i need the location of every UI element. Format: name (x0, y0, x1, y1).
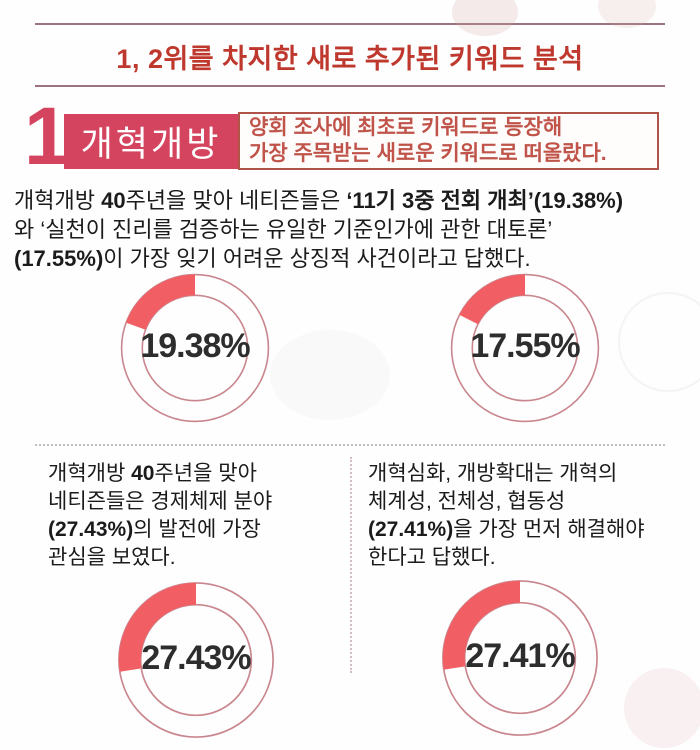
text-run: (17.55%) (14, 246, 104, 271)
donut-ring-svg (450, 273, 600, 423)
paragraph-line: (17.55%)이 가장 잊기 어려운 상징적 사건이라고 답했다. (14, 244, 694, 273)
rank-1-description-line: 양회 조사에 최초로 키워드로 등장해 (249, 116, 563, 139)
rank-1-description-line: 가장 주목받는 새로운 키워드로 떠올랐다. (249, 142, 607, 165)
donut-ring-svg (120, 273, 270, 423)
text-run: 개혁개방 (14, 188, 102, 213)
right-note-line: 한다고 답했다. (368, 544, 693, 572)
donut-inner-ring (141, 294, 249, 402)
donut-ring-svg (442, 580, 598, 736)
text-run: 을 가장 먼저 해결해야 (453, 518, 645, 541)
text-run: 주년을 맞아 (154, 462, 257, 485)
donut-arc (118, 582, 196, 672)
paragraph-line: 개혁개방 40주년을 맞아 네티즌들은 ‘11기 3중 전회 개최’(19.38… (14, 186, 694, 215)
donut-value-label: 27.41% (465, 636, 575, 675)
summary-paragraph: 개혁개방 40주년을 맞아 네티즌들은 ‘11기 3중 전회 개최’(19.38… (14, 186, 694, 273)
paragraph-line: 와 ‘실천이 진리를 검증하는 유일한 기준인가에 관한 대토론’ (14, 215, 694, 244)
watermark-ring (618, 292, 700, 392)
vertical-dotted-divider (350, 457, 352, 673)
text-run: 와 ‘실천이 진리를 검증하는 유일한 기준인가에 관한 대토론’ (14, 217, 553, 242)
text-run: 한다고 답했다. (368, 546, 496, 569)
text-run: 개혁심화, 개방확대는 개혁의 (368, 462, 618, 485)
watermark-blob (452, 0, 518, 36)
donut-inner-ring (471, 294, 579, 402)
left-note-line: 개혁개방 40주년을 맞아 (48, 460, 343, 488)
rank-1-keyword-label: 개혁개방 (80, 125, 222, 164)
right-note-line: 체계성, 전체성, 협동성 (368, 488, 693, 516)
donut-chart-3: 27.43% (112, 576, 280, 744)
horizontal-dotted-divider (35, 444, 665, 446)
donut-outer-ring (450, 273, 600, 423)
text-run: 이 가장 잊기 어려운 상징적 사건이라고 답했다. (103, 246, 531, 271)
rank-1-keyword-box: 개혁개방 (64, 114, 238, 169)
donut-value-label: 27.43% (141, 638, 251, 677)
right-note-line: (27.41%)을 가장 먼저 해결해야 (368, 516, 693, 544)
text-run: 40 (131, 462, 155, 485)
text-run: 개혁개방 (48, 462, 132, 485)
text-run: (27.43%) (48, 518, 134, 541)
text-run: 40 (101, 188, 126, 213)
left-note: 개혁개방 40주년을 맞아 네티즌들은 경제체제 분야 (27.43%)의 발전… (48, 460, 343, 572)
donut-arc (442, 580, 520, 670)
title-rule-bottom (35, 85, 665, 87)
watermark-blob (624, 668, 700, 748)
donut-value-label: 17.55% (470, 326, 580, 365)
text-run: 의 발전에 가장 (133, 518, 261, 541)
left-note-line: (27.43%)의 발전에 가장 (48, 516, 343, 544)
text-run: 체계성, 전체성, 협동성 (368, 490, 566, 513)
donut-chart-1: 19.38% (115, 268, 275, 428)
donut-ring-svg (118, 582, 274, 738)
page-title: 1, 2위를 차지한 새로 추가된 키워드 분석 (116, 44, 584, 74)
left-note-line: 관심을 보였다. (48, 544, 343, 572)
donut-arc (126, 274, 195, 330)
watermark-blob (270, 330, 390, 420)
text-run: 네티즌들은 경제체제 분야 (48, 490, 273, 513)
donut-chart-4: 27.41% (436, 574, 604, 742)
title-rule-top (35, 23, 665, 25)
right-note-line: 개혁심화, 개방확대는 개혁의 (368, 460, 693, 488)
rank-1-number: 1 (24, 91, 70, 182)
text-run: ‘11기 3중 전회 개최’(19.38%) (346, 188, 624, 213)
text-run: 관심을 보였다. (48, 546, 176, 569)
donut-value-label: 19.38% (140, 326, 250, 365)
right-note: 개혁심화, 개방확대는 개혁의 체계성, 전체성, 협동성 (27.41%)을 … (368, 460, 693, 572)
donut-chart-2: 17.55% (445, 268, 605, 428)
left-note-line: 네티즌들은 경제체제 분야 (48, 488, 343, 516)
text-run: (27.41%) (368, 518, 454, 541)
donut-arc (459, 274, 525, 325)
rank-1-description-box: 양회 조사에 최초로 키워드로 등장해 가장 주목받는 새로운 키워드로 떠올랐… (238, 112, 659, 170)
donut-outer-ring (120, 273, 270, 423)
text-run: 주년을 맞아 네티즌들은 (125, 188, 347, 213)
